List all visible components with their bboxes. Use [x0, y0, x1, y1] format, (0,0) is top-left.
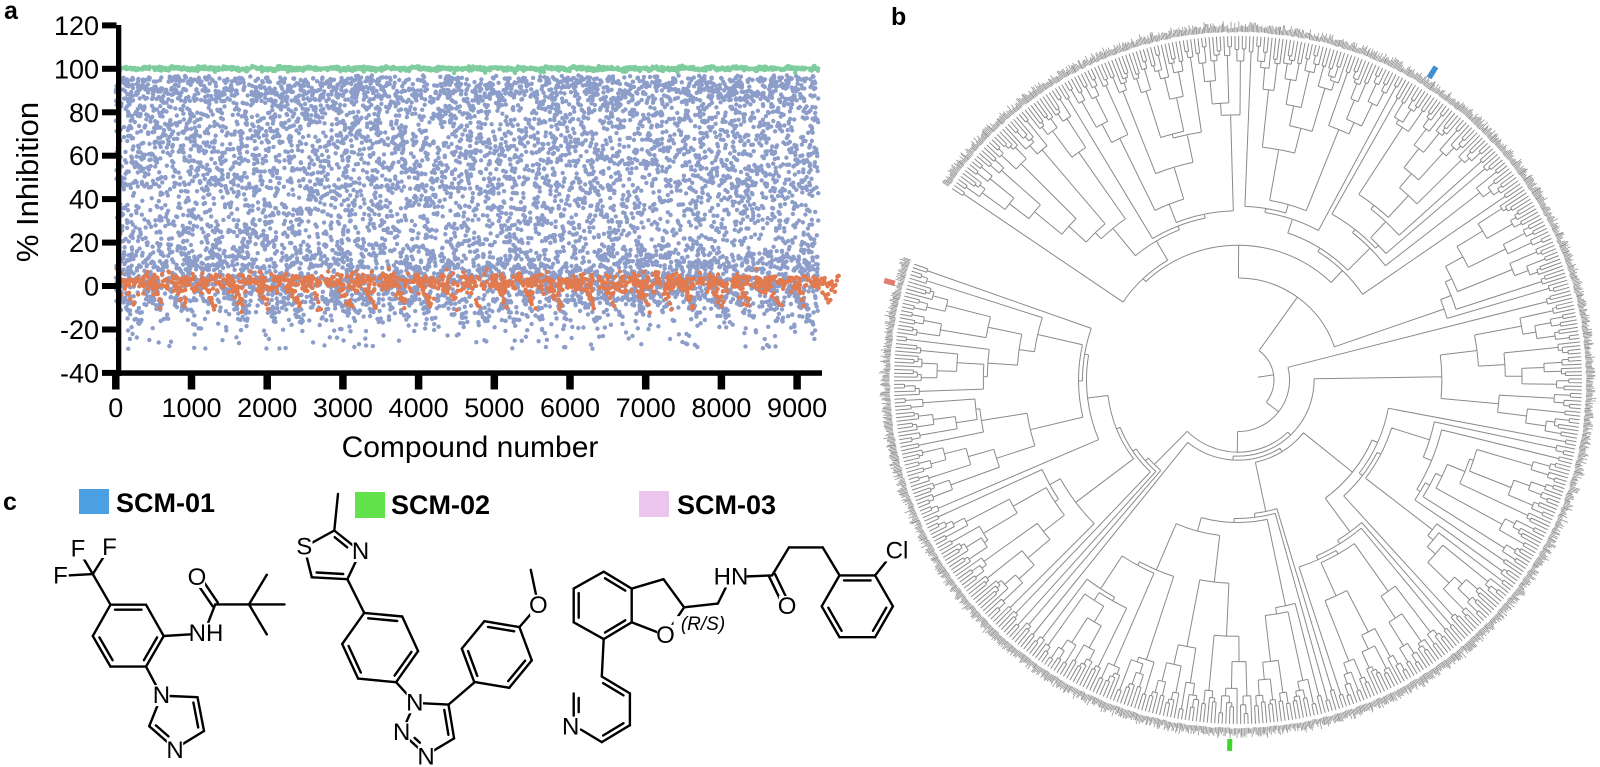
svg-text:1000: 1000 [161, 393, 221, 423]
svg-text:F: F [53, 562, 68, 589]
svg-text:SCM-02: SCM-02 [391, 490, 490, 520]
svg-text:b: b [891, 3, 906, 31]
svg-text:0: 0 [84, 272, 99, 302]
svg-text:120: 120 [54, 11, 99, 41]
svg-text:Compound number: Compound number [342, 431, 599, 464]
svg-text:-40: -40 [60, 358, 99, 388]
svg-text:8000: 8000 [691, 393, 751, 423]
svg-text:HN: HN [714, 564, 749, 591]
svg-text:3000: 3000 [313, 393, 373, 423]
svg-text:100: 100 [54, 54, 99, 84]
svg-text:c: c [3, 488, 17, 516]
svg-text:6000: 6000 [540, 393, 600, 423]
svg-text:NH: NH [189, 620, 224, 647]
svg-text:80: 80 [69, 98, 99, 128]
svg-text:7000: 7000 [616, 393, 676, 423]
svg-text:N: N [406, 689, 423, 716]
svg-text:20: 20 [69, 228, 99, 258]
svg-text:N: N [166, 737, 183, 764]
svg-text:N: N [562, 714, 579, 741]
svg-text:60: 60 [69, 141, 99, 171]
svg-text:40: 40 [69, 185, 99, 215]
svg-text:Cl: Cl [886, 538, 909, 565]
svg-text:F: F [102, 534, 117, 561]
svg-text:O: O [188, 564, 207, 591]
svg-text:SCM-03: SCM-03 [677, 490, 776, 520]
svg-text:-20: -20 [60, 315, 99, 345]
svg-text:9000: 9000 [767, 393, 827, 423]
svg-text:F: F [71, 536, 86, 563]
svg-text:N: N [153, 682, 170, 709]
svg-text:N: N [417, 744, 434, 767]
svg-text:O: O [778, 593, 797, 620]
svg-text:N: N [393, 719, 410, 746]
svg-text:5000: 5000 [464, 393, 524, 423]
svg-text:4000: 4000 [389, 393, 449, 423]
svg-text:O: O [529, 592, 548, 619]
svg-text:(R/S): (R/S) [681, 614, 725, 635]
svg-text:0: 0 [108, 393, 123, 423]
svg-text:2000: 2000 [237, 393, 297, 423]
svg-text:N: N [352, 538, 369, 565]
svg-text:% Inhibition: % Inhibition [10, 102, 45, 262]
svg-text:O: O [656, 622, 675, 649]
svg-text:SCM-01: SCM-01 [116, 488, 215, 518]
svg-text:a: a [4, 0, 19, 25]
svg-text:S: S [296, 534, 312, 561]
